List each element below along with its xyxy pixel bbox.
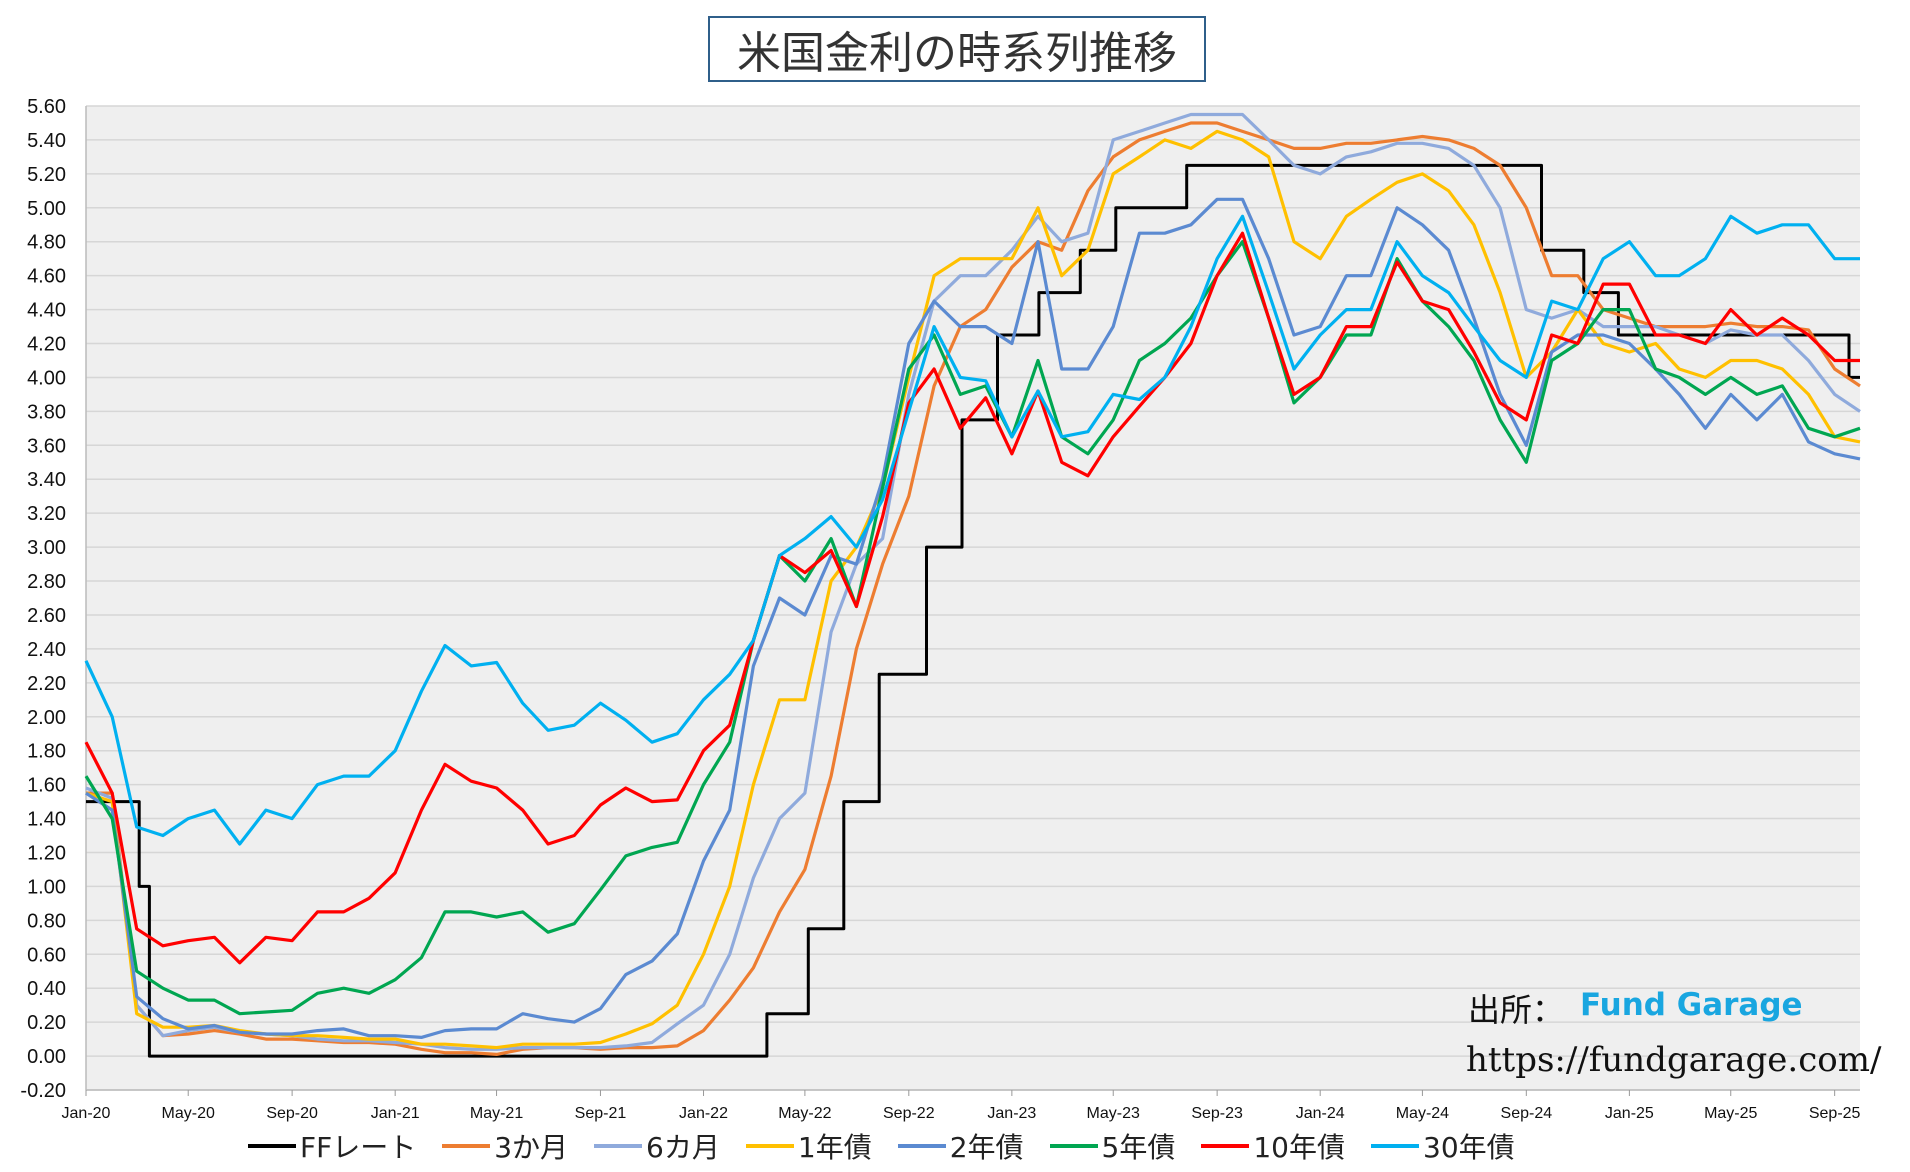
y-tick-label: 1.60 — [27, 775, 66, 797]
legend-label: 3か月 — [494, 1131, 569, 1164]
y-tick-label: 0.60 — [27, 944, 66, 966]
legend-label: 5年債 — [1101, 1131, 1176, 1164]
x-tick-label: Sep-24 — [1501, 1105, 1553, 1122]
y-tick-label: 2.60 — [27, 605, 66, 627]
legend-label: FFレート — [300, 1131, 417, 1164]
y-tick-label: 5.40 — [27, 130, 66, 152]
x-tick-label: May-23 — [1087, 1105, 1140, 1122]
legend-item: 10年債 — [1201, 1126, 1345, 1166]
series-line-2 — [86, 121, 1861, 1056]
legend-swatch — [745, 1144, 794, 1148]
legend-item: 3か月 — [442, 1126, 568, 1166]
legend-label: 30年債 — [1423, 1131, 1515, 1164]
y-tick-label: 3.40 — [27, 469, 66, 491]
y-tick-label: 5.20 — [27, 164, 66, 186]
legend-label: 2年債 — [949, 1131, 1024, 1164]
x-tick-label: May-22 — [778, 1105, 831, 1122]
y-tick-label: 1.80 — [27, 741, 66, 763]
x-tick-label: Jan-22 — [679, 1105, 728, 1122]
y-tick-label: 2.80 — [27, 571, 66, 593]
x-axis-ticks: Jan-20 May-20 Sep-20 Jan-21 May-21 Sep-21 Jan-… — [62, 1090, 1861, 1122]
y-tick-label: 1.40 — [27, 809, 66, 831]
y-tick-label: 2.20 — [27, 673, 66, 695]
y-tick-label: 1.20 — [27, 842, 66, 864]
x-tick-label: Sep-20 — [266, 1105, 318, 1122]
chart-title: 米国金利の時系列推移 — [708, 16, 1206, 82]
x-tick-label: Sep-22 — [883, 1105, 935, 1122]
series-line-7 — [84, 231, 1860, 965]
series-line-3 — [85, 112, 1861, 1051]
y-tick-label: 0.20 — [27, 1012, 66, 1034]
legend-swatch — [594, 1144, 643, 1148]
x-tick-label: May-20 — [162, 1105, 215, 1122]
x-tick-label: May-25 — [1704, 1105, 1757, 1122]
y-tick-label: 5.60 — [27, 96, 66, 118]
legend-item: 1年債 — [745, 1126, 872, 1166]
y-tick-label: 5.00 — [27, 198, 66, 220]
x-tick-label: Sep-23 — [1191, 1105, 1243, 1122]
legend-item: 6カ月 — [594, 1126, 720, 1166]
legend-item: 30年債 — [1371, 1126, 1515, 1166]
source-label: 出所： — [1468, 991, 1565, 1029]
y-tick-label: 4.80 — [27, 232, 66, 254]
y-tick-label: 0.80 — [27, 910, 66, 932]
legend-swatch — [1201, 1144, 1250, 1148]
x-tick-label: Sep-21 — [575, 1105, 627, 1122]
y-axis-ticks: -0.20 0.00 0.20 0.40 0.60 0.80 1.00 1.20 1.40 1.6… — [20, 96, 66, 1102]
legend-swatch — [1049, 1144, 1098, 1148]
series-line-1 — [86, 163, 1860, 1058]
y-tick-label: 3.00 — [27, 537, 66, 559]
legend-item: FFレート — [248, 1126, 416, 1166]
series-line-8 — [84, 214, 1860, 846]
x-tick-label: Jan-23 — [987, 1105, 1036, 1122]
legend-label: 10年債 — [1253, 1131, 1345, 1164]
source-url: https://fundgarage.com/ — [1466, 1040, 1882, 1080]
legend-swatch — [897, 1144, 946, 1148]
source-name: Fund Garage — [1580, 987, 1803, 1023]
legend-label: 1年債 — [797, 1131, 872, 1164]
y-tick-label: 3.60 — [27, 435, 66, 457]
x-tick-label: Jan-24 — [1296, 1105, 1345, 1122]
legend-swatch — [1371, 1144, 1419, 1148]
x-tick-label: Jan-20 — [62, 1105, 111, 1122]
y-tick-label: 3.80 — [27, 401, 66, 423]
y-tick-label: 1.00 — [27, 876, 66, 898]
x-tick-label: Jan-25 — [1605, 1105, 1654, 1122]
legend-swatch — [248, 1144, 296, 1148]
y-tick-label: 0.40 — [27, 978, 66, 1000]
y-tick-label: 4.60 — [27, 266, 66, 288]
y-tick-label: -0.20 — [20, 1080, 66, 1102]
x-tick-label: Jan-21 — [371, 1105, 420, 1122]
y-tick-label: 2.00 — [27, 707, 66, 729]
y-tick-label: 2.40 — [27, 639, 66, 661]
series-line-4 — [85, 129, 1861, 1050]
y-tick-label: 4.40 — [27, 300, 66, 322]
legend-item: 2年債 — [897, 1126, 1024, 1166]
plot-area — [86, 106, 1860, 1090]
y-tick-label: 4.00 — [27, 367, 66, 389]
legend: FFレート 3か月 6カ月 1年債 2年債 5年債 10年債 30年債 — [248, 1128, 1541, 1164]
series-line-6 — [84, 240, 1861, 1016]
x-tick-label: May-21 — [470, 1105, 523, 1122]
legend-label: 6カ月 — [646, 1131, 720, 1164]
legend-swatch — [442, 1144, 491, 1148]
series-line-5 — [85, 197, 1861, 1039]
x-tick-label: Sep-25 — [1809, 1105, 1861, 1122]
legend-item: 5年債 — [1049, 1126, 1176, 1166]
gridlines — [85, 105, 1860, 1091]
y-tick-label: 4.20 — [27, 334, 66, 356]
y-tick-label: 0.00 — [27, 1046, 66, 1068]
y-tick-label: 3.20 — [27, 503, 66, 525]
x-tick-label: May-24 — [1396, 1105, 1449, 1122]
series-lines — [84, 112, 1861, 1058]
